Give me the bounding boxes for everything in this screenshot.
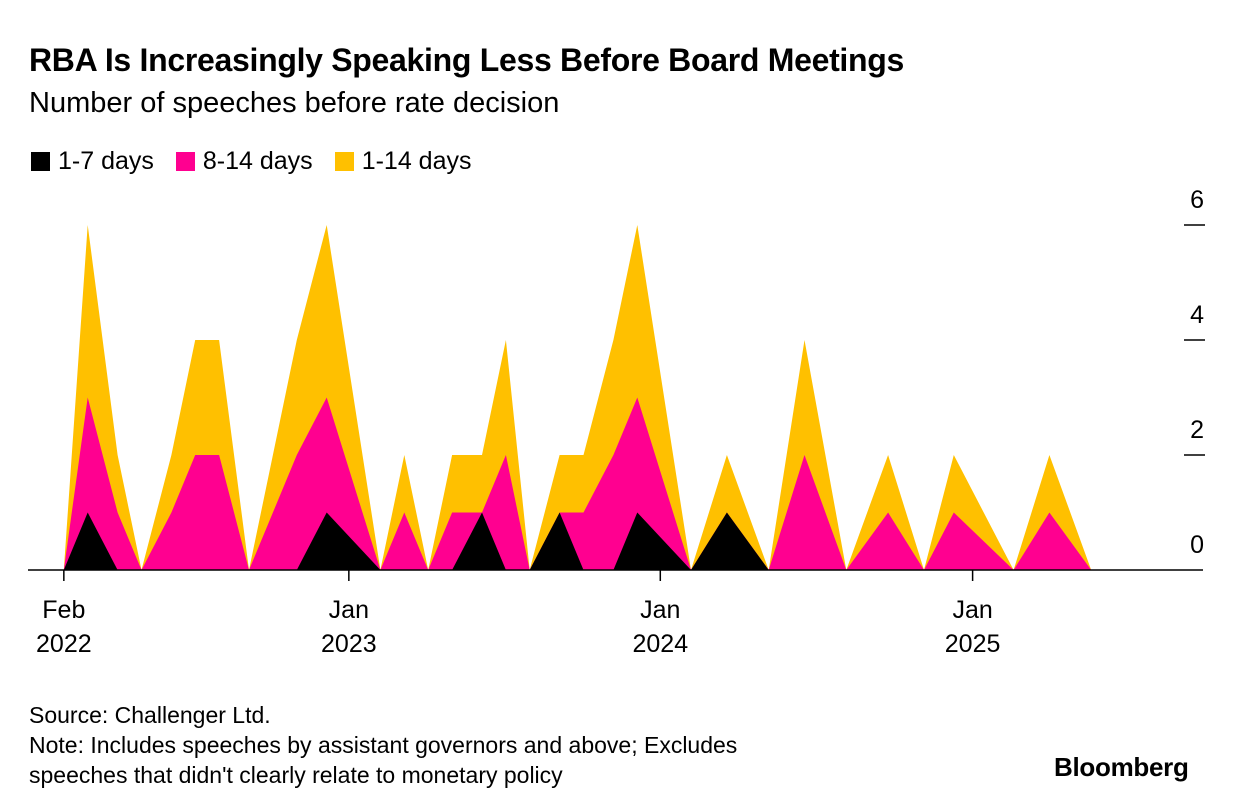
axes-layer: Feb 2022 Jan 2023 Jan 2024 Jan 2025 0 2 4 6 [28, 186, 1205, 658]
x-tick-label-month: Jan [640, 596, 680, 624]
x-tick-label-year: 2023 [321, 630, 377, 658]
bloomberg-logo: Bloomberg [1054, 752, 1189, 782]
y-tick-label: 6 [1190, 186, 1204, 214]
legend-label: 1-14 days [361, 147, 472, 175]
legend-label: 8-14 days [202, 147, 313, 175]
legend-label: 1-7 days [58, 147, 154, 175]
legend-item-1-14-days: 1-14 days [334, 147, 472, 176]
legend-swatch-1-7-days [31, 152, 50, 171]
y-tick-label: 2 [1190, 416, 1204, 444]
note-line-2: speeches that didn't clearly relate to m… [29, 762, 563, 788]
legend-swatch-8-14-days [175, 152, 195, 171]
areas-layer [63, 225, 1092, 570]
y-tick-label: 0 [1190, 531, 1204, 559]
x-tick-label-year: 2025 [945, 630, 1001, 658]
note-line-1: Note: Includes speeches by assistant gov… [29, 732, 738, 758]
footer: Source: Challenger Ltd. Note: Includes s… [29, 700, 737, 790]
legend-item-8-14-days: 8-14 days [175, 147, 313, 176]
x-tick-label-month: Jan [952, 596, 992, 624]
source-text: Source: Challenger Ltd. [29, 702, 271, 728]
y-tick-label: 4 [1190, 301, 1204, 329]
x-tick-label-year: 2024 [632, 630, 688, 658]
legend-swatch-1-14-days [334, 152, 354, 171]
area-1-7-days [63, 512, 1092, 570]
chart-title: RBA Is Increasingly Speaking Less Before… [29, 42, 905, 78]
chart-subtitle: Number of speeches before rate decision [29, 87, 560, 119]
legend: 1-7 days 8-14 days 1-14 days [31, 147, 493, 176]
x-tick-label-month: Jan [329, 596, 369, 624]
x-tick-label-year: 2022 [36, 630, 92, 658]
legend-item-1-7-days: 1-7 days [31, 147, 154, 176]
x-tick-label-month: Feb [42, 596, 85, 624]
